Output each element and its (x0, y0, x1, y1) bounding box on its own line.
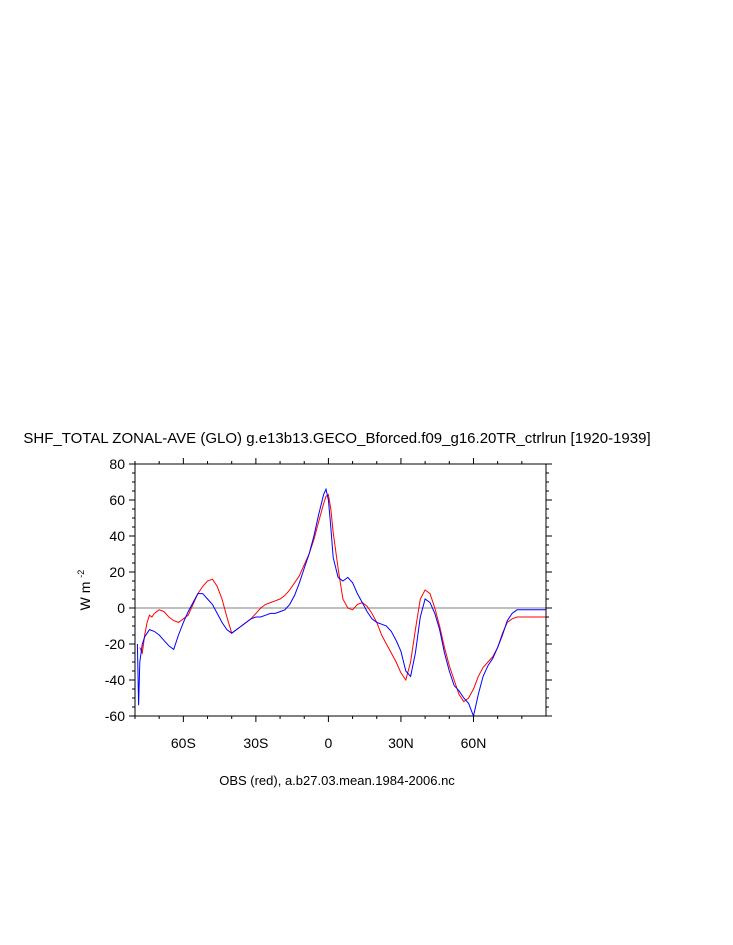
chart-title: SHF_TOTAL ZONAL-AVE (GLO) g.e13b13.GECO_… (23, 430, 650, 447)
y-tick-label: -60 (105, 708, 125, 724)
model-series-line (136, 487, 546, 718)
x-tick-label: 60N (461, 735, 487, 751)
obs-series-line (139, 493, 546, 703)
y-tick-label: 60 (109, 492, 125, 508)
axis-tick-labels: 80 60 40 20 0 -20 -40 -60 60S 30S 0 30N 60N (105, 456, 487, 751)
y-tick-label: -40 (105, 672, 125, 688)
x-tick-label: 30N (388, 735, 414, 751)
y-axis-label-unit: W m (77, 582, 93, 611)
x-tick-label: 30S (243, 735, 268, 751)
y-tick-label: 80 (109, 456, 125, 472)
y-tick-label: 0 (117, 600, 125, 616)
x-axis-caption: OBS (red), a.b27.03.mean.1984-2006.nc (219, 773, 455, 788)
x-tick-label: 0 (325, 735, 333, 751)
plot-area: 80 60 40 20 0 -20 -40 -60 60S 30S 0 30N 60N (105, 456, 552, 751)
plot-frame (134, 463, 547, 717)
y-axis-label-exponent: -2 (76, 570, 86, 578)
y-tick-label: 20 (109, 564, 125, 580)
y-tick-label: 40 (109, 528, 125, 544)
axis-ticks (129, 458, 552, 722)
y-tick-label: -20 (105, 636, 125, 652)
x-tick-label: 60S (171, 735, 196, 751)
y-axis-label: W m -2 (76, 570, 93, 611)
